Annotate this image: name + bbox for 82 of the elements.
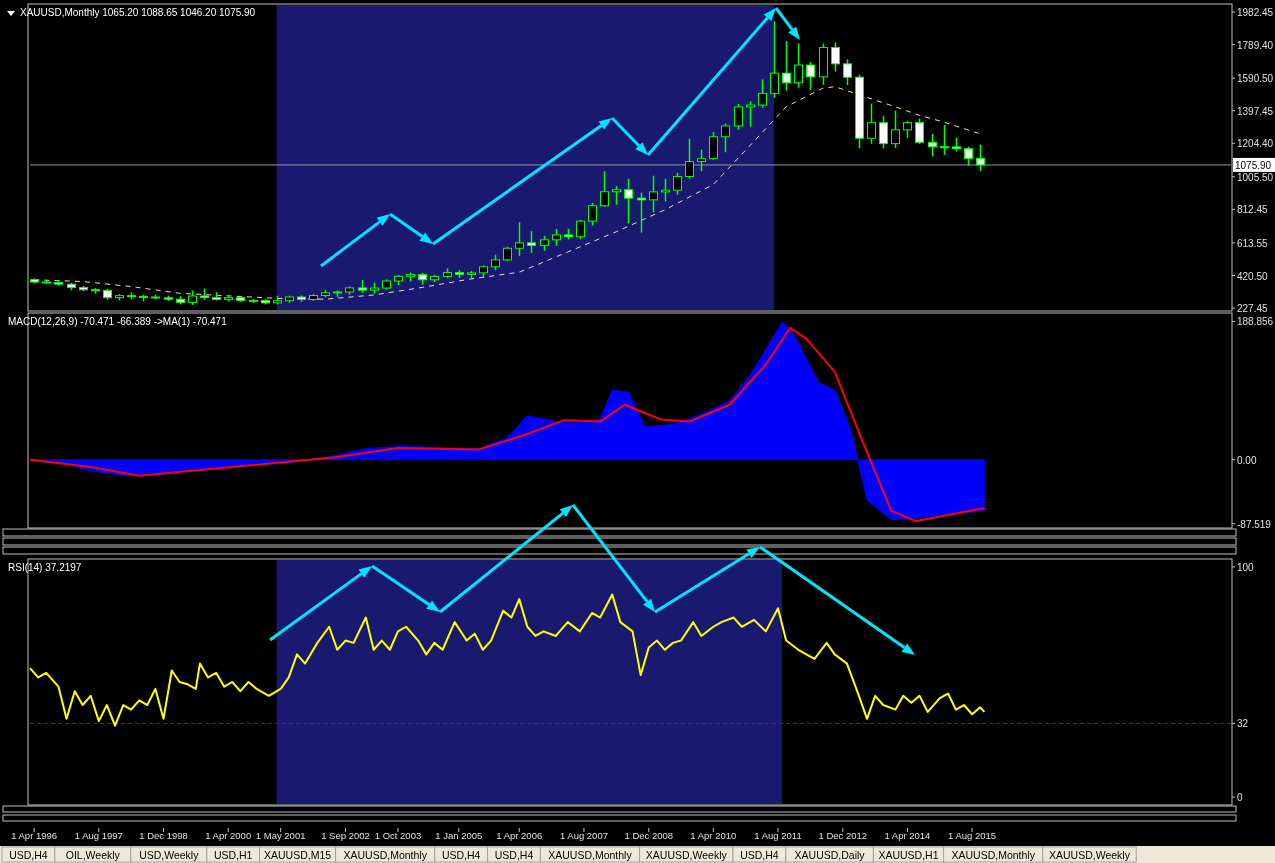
candlestick: [673, 172, 682, 196]
candlestick: [624, 178, 633, 225]
text: USD,H4: [441, 849, 481, 861]
x-tick-label: 1 Jan 2005: [435, 830, 483, 841]
candlestick: [940, 124, 949, 156]
candlestick: [721, 122, 730, 154]
y-tick-label: 1005.50: [1237, 171, 1274, 183]
candlestick: [734, 103, 743, 131]
x-tick-label: 1 May 2001: [255, 830, 306, 841]
x-tick-label: 1 Apr 2000: [205, 830, 252, 841]
candlestick: [661, 177, 670, 203]
candlestick: [758, 78, 767, 109]
candlestick: [709, 131, 718, 161]
x-tick-label: 1 Aug 2007: [559, 830, 608, 841]
candlestick: [964, 145, 973, 167]
chart-title: MACD(12,26,9) -70.471 -66.389 ->MA(1) -70.471: [8, 316, 228, 327]
text: XAUUSD,Monthly: [548, 849, 633, 861]
text: USD,H4: [9, 849, 48, 861]
x-tick-label: 1 Apr 2010: [690, 830, 737, 841]
x-tick-label: 1 Apr 2006: [496, 830, 543, 841]
candlestick: [649, 174, 658, 214]
candlestick: [612, 185, 621, 206]
y-tick-label: 1397.45: [1237, 105, 1274, 117]
candlestick: [806, 61, 815, 91]
chart-title: XAUUSD,Monthly 1065.20 1088.65 1046.20 1075.90: [20, 7, 256, 18]
y-tick-label: 1789.40: [1237, 39, 1274, 51]
candlestick: [600, 170, 609, 208]
y-tick-label: 227.45: [1237, 303, 1269, 315]
candlestick: [685, 137, 694, 180]
x-tick-label: 1 Aug 1997: [74, 830, 123, 841]
candlestick: [867, 102, 876, 145]
candlestick: [831, 41, 840, 73]
candlestick: [891, 109, 900, 149]
y-tick-label: 32: [1237, 718, 1249, 730]
text: USD,H4: [740, 849, 779, 861]
y-tick-label: 420.50: [1237, 270, 1269, 282]
x-tick-label: 1 Aug 2015: [948, 830, 997, 841]
x-tick-label: 1 Aug 2011: [754, 830, 802, 841]
text: USD,H4: [494, 849, 534, 861]
y-tick-label: 100: [1237, 561, 1255, 573]
text: USD,H1: [213, 849, 253, 861]
x-tick-label: 1 Apr 2014: [884, 830, 931, 841]
x-tick-label: 1 Apr 1996: [11, 830, 58, 841]
candlestick: [843, 58, 852, 86]
chart-title: RSI(14) 37.2197: [8, 562, 82, 573]
candlestick: [588, 202, 597, 227]
text: XAUUSD,Weekly: [1049, 849, 1131, 861]
text: USD,Weekly: [139, 849, 200, 861]
candlestick: [746, 100, 755, 128]
line-series: [29, 593, 986, 727]
y-tick-label: 1590.50: [1237, 73, 1274, 85]
text: XAUUSD,Daily: [794, 849, 866, 861]
text: XAUUSD,M15: [264, 849, 332, 861]
x-tick-label: 1 Dec 2008: [624, 830, 674, 841]
candlestick: [770, 20, 779, 99]
x-tick-label: 1 Oct 2003: [374, 830, 422, 841]
candlestick: [928, 132, 937, 158]
x-tick-label: 1 Dec 2012: [818, 830, 868, 841]
text: XAUUSD,Monthly: [343, 849, 428, 861]
candlestick: [976, 143, 985, 172]
text: XAUUSD,Weekly: [645, 849, 728, 861]
candlestick: [782, 40, 791, 92]
y-tick-label: 1982.45: [1237, 7, 1274, 19]
text: XAUUSD,H1: [878, 849, 939, 861]
candlestick: [879, 115, 888, 150]
y-tick-label: -87.519: [1237, 518, 1272, 530]
y-tick-label: 1204.40: [1237, 138, 1274, 150]
y-tick-label: 0: [1237, 792, 1243, 804]
text: OIL,Weekly: [65, 849, 121, 861]
candlestick: [915, 117, 924, 145]
y-tick-label: 0.00: [1237, 454, 1257, 466]
candlestick: [515, 221, 524, 257]
x-tick-label: 1 Sep 2002: [321, 830, 370, 841]
x-tick-label: 1 Dec 1998: [139, 830, 188, 841]
y-tick-label: 812.45: [1237, 204, 1269, 216]
text: XAUUSD,Monthly: [951, 849, 1036, 861]
ref-line-label: 1075.90: [1235, 159, 1272, 171]
y-tick-label: 188.856: [1237, 316, 1274, 328]
y-tick-label: 613.55: [1237, 237, 1269, 249]
candlestick: [794, 42, 803, 89]
candlestick: [527, 230, 536, 254]
candlestick: [697, 148, 706, 173]
